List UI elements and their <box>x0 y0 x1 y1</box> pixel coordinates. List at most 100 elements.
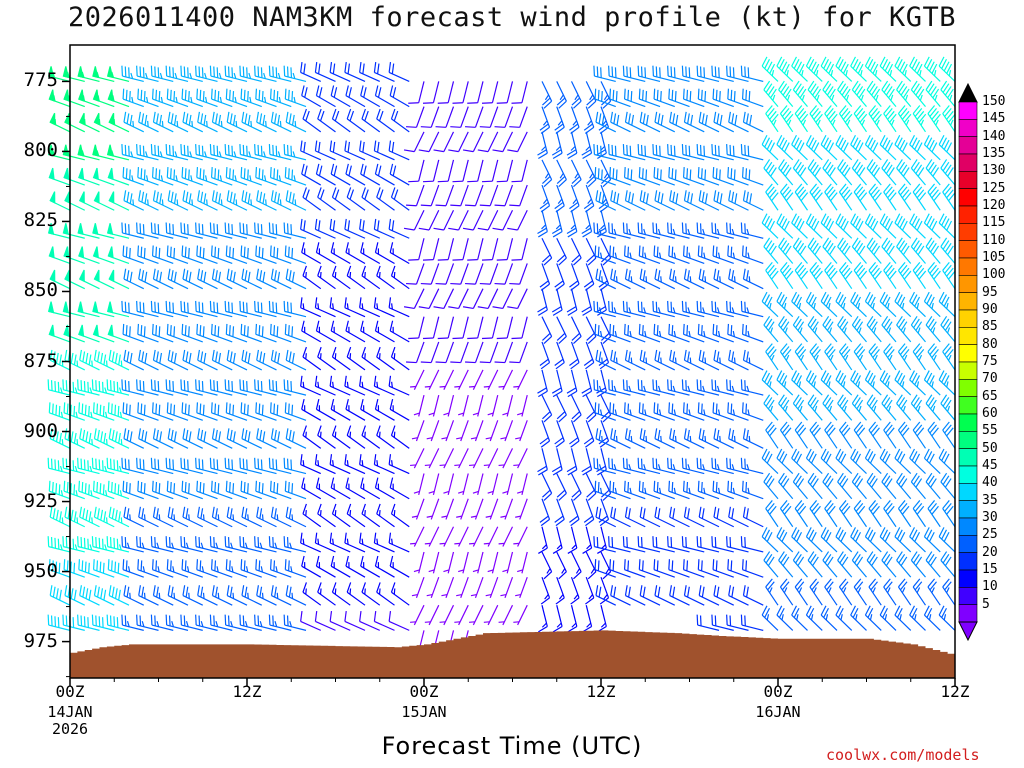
wind-barb <box>481 316 499 340</box>
wind-barb <box>138 190 159 211</box>
wind-barb <box>437 159 455 183</box>
wind-barb <box>909 527 926 553</box>
wind-barb <box>47 614 71 631</box>
wind-barb <box>851 551 867 578</box>
wind-barb <box>360 85 381 108</box>
wind-barb <box>270 506 292 528</box>
wind-barb <box>779 183 794 211</box>
wind-barb <box>653 88 675 108</box>
wind-barb <box>92 559 115 578</box>
wind-barb <box>254 379 277 396</box>
wind-barb <box>896 237 912 264</box>
wind-barb <box>485 498 499 520</box>
wind-barb <box>469 448 484 469</box>
wind-barb <box>138 268 159 290</box>
wind-barb <box>452 81 469 104</box>
wind-barb <box>410 369 425 390</box>
wind-barb <box>638 323 661 343</box>
wind-barb <box>595 585 617 606</box>
wind-barb <box>837 80 853 108</box>
wind-barb <box>48 246 71 265</box>
wind-barb <box>639 585 661 606</box>
wind-barb <box>137 559 159 578</box>
wind-barb <box>711 457 734 475</box>
wind-barb <box>881 315 897 343</box>
wind-barb <box>761 56 779 82</box>
wind-barb <box>91 614 115 631</box>
wind-barb <box>667 300 690 318</box>
wind-barb <box>376 265 395 290</box>
wind-barb <box>448 131 469 153</box>
wind-barb <box>609 167 631 186</box>
wind-barb <box>441 498 455 520</box>
wind-barb <box>374 242 395 264</box>
wind-barb <box>593 222 616 239</box>
wind-barb <box>285 506 307 528</box>
wind-barb <box>443 394 455 417</box>
wind-barb <box>608 536 631 553</box>
wind-barb <box>122 167 144 186</box>
wind-barb <box>92 480 115 500</box>
wind-barb <box>165 536 189 553</box>
wind-barb <box>582 605 593 633</box>
wind-barb <box>909 213 926 239</box>
colorbar-swatch <box>958 327 978 345</box>
wind-barb <box>240 323 262 343</box>
wind-barb <box>925 159 941 186</box>
wind-barb <box>923 605 941 631</box>
wind-barb <box>624 506 646 528</box>
wind-barb <box>897 261 912 290</box>
wind-barb <box>624 349 646 371</box>
wind-barb <box>567 526 578 554</box>
wind-barb <box>822 80 838 108</box>
wind-barb <box>93 585 115 606</box>
wind-barb <box>136 379 159 396</box>
wind-barb <box>866 472 882 500</box>
wind-barb <box>224 300 248 318</box>
wind-barb <box>594 402 616 421</box>
wind-barb <box>623 559 646 578</box>
wind-barb <box>374 163 395 186</box>
wind-barb <box>879 135 897 161</box>
wind-barb <box>726 222 749 239</box>
wind-barb <box>77 379 100 396</box>
wind-barb <box>864 605 882 631</box>
wind-barb <box>727 559 749 578</box>
wind-barb <box>487 473 499 496</box>
wind-barb <box>376 108 395 133</box>
wind-barb <box>556 316 567 344</box>
wind-barb <box>492 288 514 310</box>
wind-barb <box>726 379 749 396</box>
colorbar-swatch <box>958 396 978 415</box>
wind-barb <box>314 454 336 475</box>
wind-barb <box>240 402 262 421</box>
source-credit[interactable]: coolwx.com/models <box>826 746 980 764</box>
wind-barb <box>820 448 838 474</box>
wind-barb <box>439 369 455 390</box>
wind-barb <box>411 420 425 442</box>
wind-barb <box>537 369 548 398</box>
wind-barb <box>761 448 779 474</box>
wind-barb <box>668 323 690 343</box>
wind-barb <box>437 81 455 104</box>
wind-barb <box>778 159 794 186</box>
wind-barb <box>211 506 233 528</box>
wind-barb <box>683 585 705 606</box>
wind-barb <box>424 448 440 469</box>
wind-barb <box>594 245 616 265</box>
colorbar-swatch <box>958 379 978 397</box>
wind-barb <box>329 297 351 318</box>
wind-barb <box>835 448 853 474</box>
wind-barb <box>868 421 882 449</box>
wind-barb <box>284 167 307 186</box>
wind-barb <box>897 105 912 133</box>
wind-barb <box>555 576 565 605</box>
wind-barb <box>585 81 597 109</box>
wind-barb <box>609 559 631 578</box>
wind-barb <box>435 341 455 364</box>
wind-barb <box>270 111 292 133</box>
wind-barb <box>868 261 882 290</box>
wind-barb <box>390 187 410 211</box>
wind-barb <box>433 131 455 153</box>
wind-barb <box>776 291 794 318</box>
